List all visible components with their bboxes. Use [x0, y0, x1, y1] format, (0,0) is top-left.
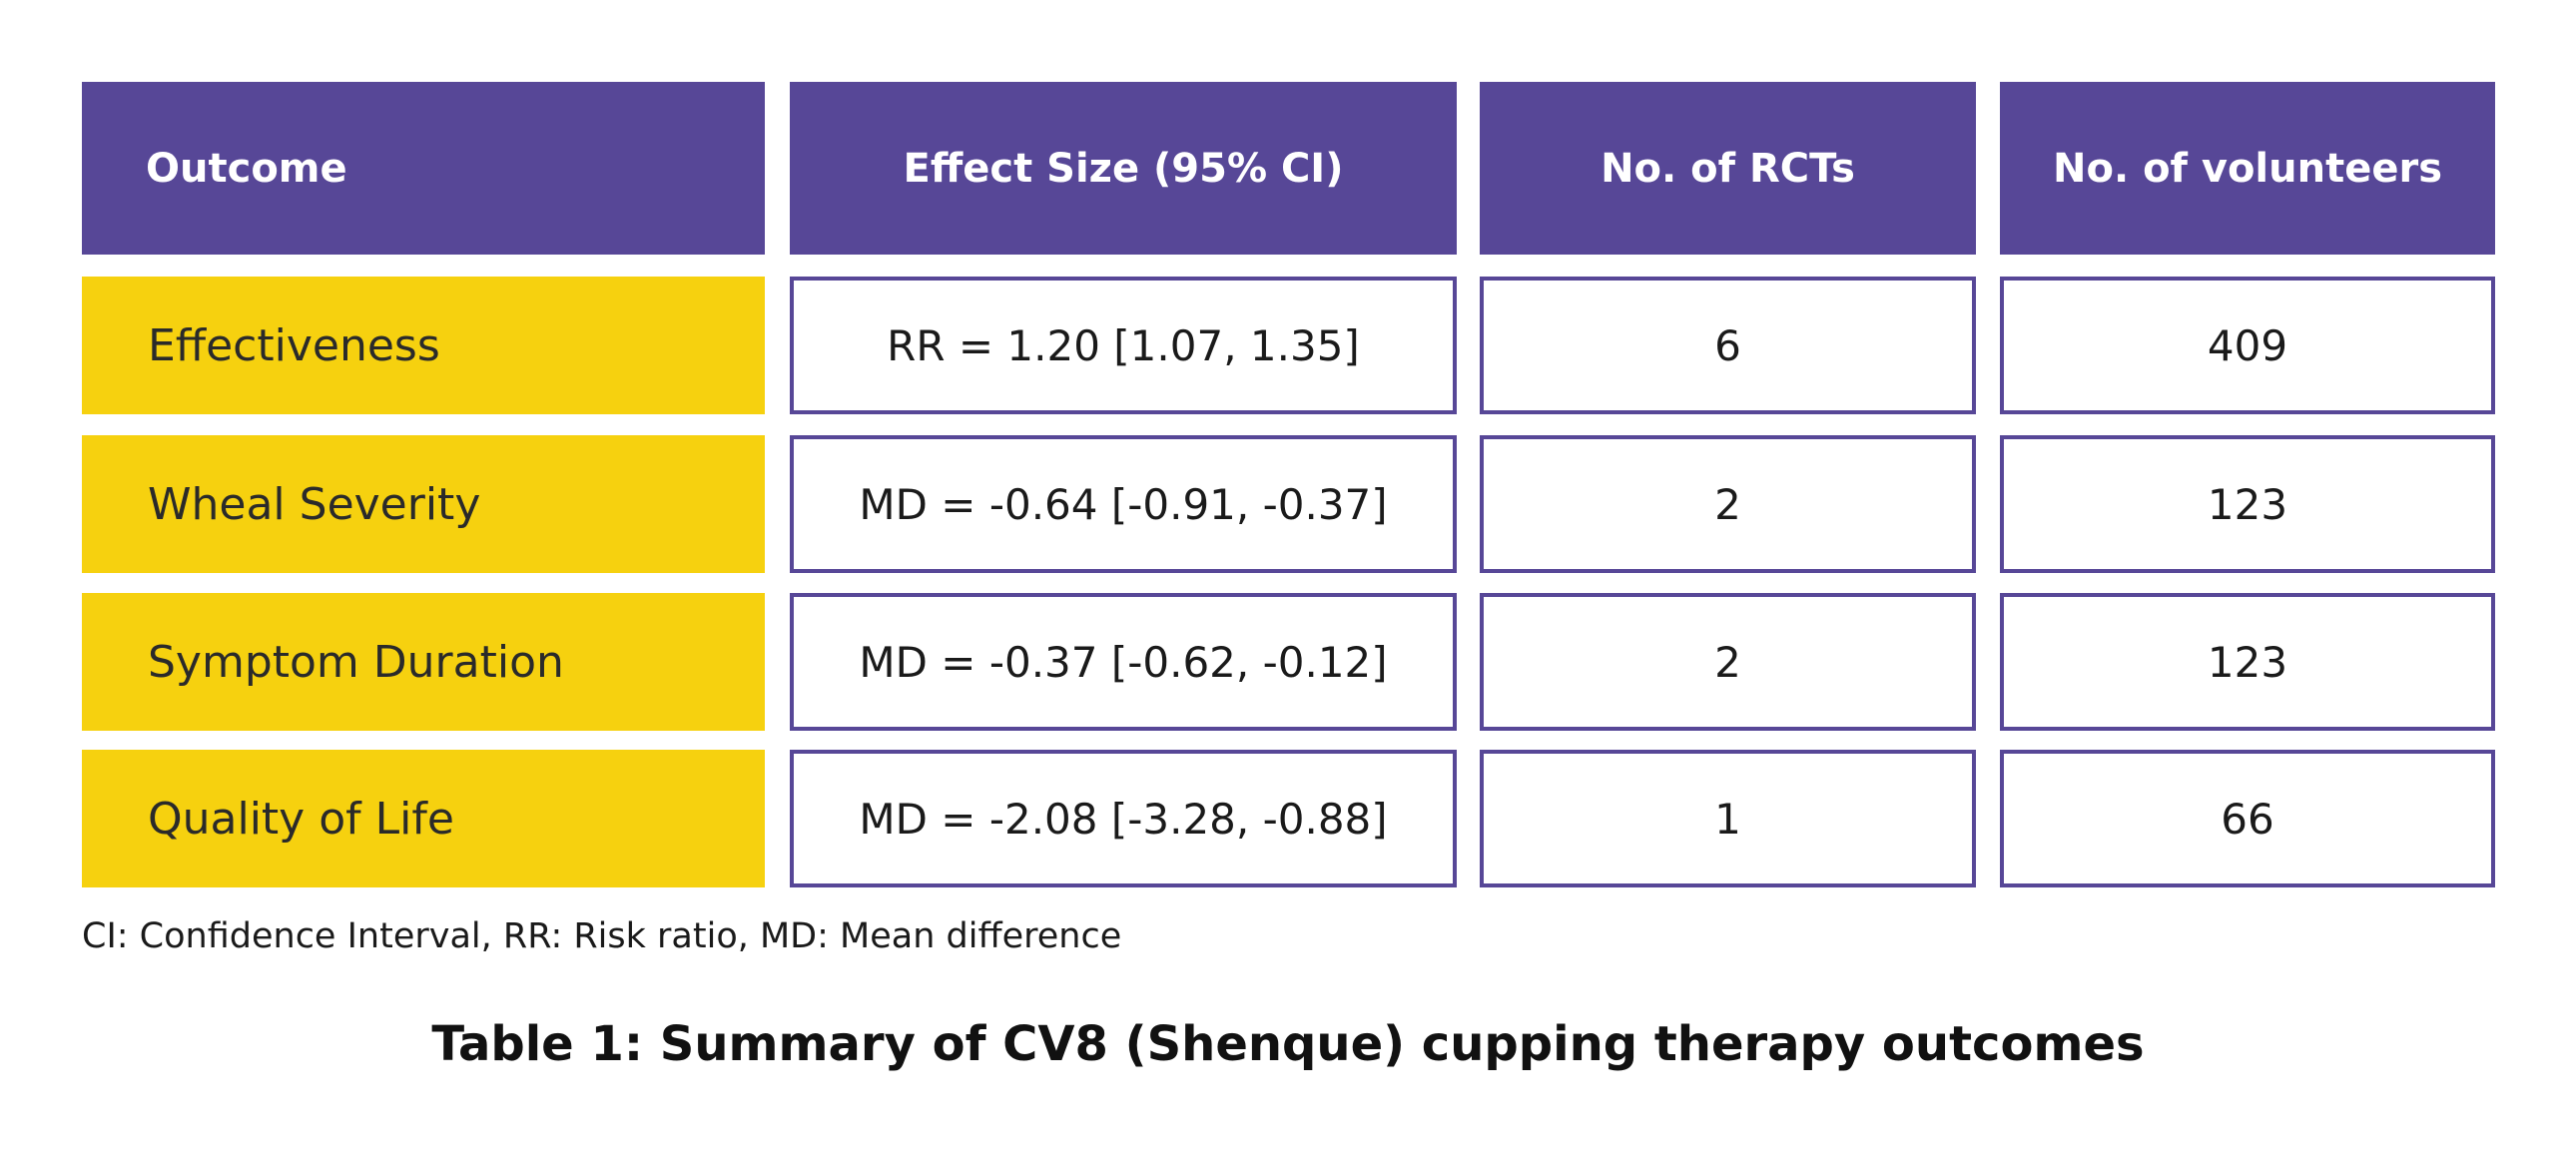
row-2-rcts: 2 — [1480, 435, 1976, 573]
row-2-outcome: Wheal Severity — [82, 435, 765, 573]
row-1-effect: RR = 1.20 [1.07, 1.35] — [790, 277, 1457, 414]
row-1-effect-value: RR = 1.20 [1.07, 1.35] — [887, 320, 1360, 370]
header-volunteers: No. of volunteers — [2000, 82, 2495, 255]
row-4-rcts: 1 — [1480, 750, 1976, 887]
row-1-rcts: 6 — [1480, 277, 1976, 414]
row-3-rcts-value: 2 — [1714, 637, 1741, 687]
row-2-effect-value: MD = -0.64 [-0.91, -0.37] — [859, 479, 1388, 529]
header-effect-size: Effect Size (95% CI) — [790, 82, 1457, 255]
row-2-volunteers: 123 — [2000, 435, 2495, 573]
header-outcome-label: Outcome — [146, 145, 347, 192]
row-4-effect: MD = -2.08 [-3.28, -0.88] — [790, 750, 1457, 887]
row-2-volunteers-value: 123 — [2207, 479, 2288, 529]
row-1-outcome-label: Effectiveness — [148, 319, 440, 371]
header-rcts: No. of RCTs — [1480, 82, 1976, 255]
row-4-effect-value: MD = -2.08 [-3.28, -0.88] — [859, 794, 1388, 844]
row-3-outcome-label: Symptom Duration — [148, 636, 564, 688]
row-3-volunteers: 123 — [2000, 593, 2495, 731]
row-2-rcts-value: 2 — [1714, 479, 1741, 529]
header-rcts-label: No. of RCTs — [1601, 145, 1855, 192]
row-2-outcome-label: Wheal Severity — [148, 478, 481, 530]
header-effect-size-label: Effect Size (95% CI) — [903, 145, 1344, 192]
row-4-volunteers-value: 66 — [2221, 794, 2274, 844]
row-2-effect: MD = -0.64 [-0.91, -0.37] — [790, 435, 1457, 573]
row-4-outcome-label: Quality of Life — [148, 793, 454, 845]
row-3-effect-value: MD = -0.37 [-0.62, -0.12] — [859, 637, 1388, 687]
row-3-volunteers-value: 123 — [2207, 637, 2288, 687]
row-1-volunteers: 409 — [2000, 277, 2495, 414]
row-4-volunteers: 66 — [2000, 750, 2495, 887]
row-3-outcome: Symptom Duration — [82, 593, 765, 731]
row-1-volunteers-value: 409 — [2207, 320, 2288, 370]
row-4-rcts-value: 1 — [1714, 794, 1741, 844]
header-volunteers-label: No. of volunteers — [2052, 145, 2443, 192]
row-3-rcts: 2 — [1480, 593, 1976, 731]
row-3-effect: MD = -0.37 [-0.62, -0.12] — [790, 593, 1457, 731]
row-4-outcome: Quality of Life — [82, 750, 765, 887]
header-outcome: Outcome — [82, 82, 765, 255]
row-1-rcts-value: 6 — [1714, 320, 1741, 370]
row-1-outcome: Effectiveness — [82, 277, 765, 414]
table-footnote: CI: Confidence Interval, RR: Risk ratio,… — [82, 916, 1122, 956]
table-caption: Table 1: Summary of CV8 (Shenque) cuppin… — [431, 1016, 2145, 1072]
